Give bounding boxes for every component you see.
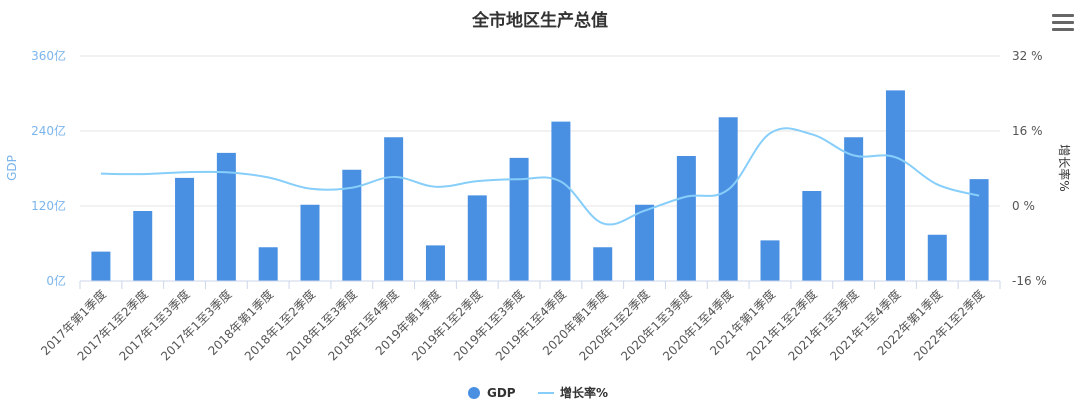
- chart-title: 全市地区生产总值: [471, 10, 608, 31]
- gdp-bar[interactable]: [467, 195, 487, 281]
- gdp-bar[interactable]: [927, 234, 947, 281]
- gdp-bar[interactable]: [425, 245, 445, 281]
- right-y-axis: -16 % 0 % 16 % 32 %: [1012, 49, 1047, 288]
- gdp-bar[interactable]: [718, 117, 738, 281]
- menu-bar: [1052, 28, 1074, 31]
- legend-item-gdp[interactable]: GDP: [468, 386, 516, 400]
- x-tick-label: 2017年1至3季度: [158, 287, 235, 364]
- hamburger-menu-icon[interactable]: [1052, 14, 1074, 34]
- menu-bar: [1052, 21, 1074, 24]
- legend-item-growth-rate[interactable]: 增长率%: [538, 385, 608, 400]
- gdp-bar[interactable]: [300, 204, 320, 281]
- legend-gdp-label: GDP: [487, 386, 516, 400]
- legend: GDP 增长率%: [468, 385, 608, 400]
- x-tick-label: 2019年1至4季度: [492, 287, 569, 364]
- left-axis-title: GDP: [5, 155, 19, 181]
- gdp-bar[interactable]: [509, 157, 529, 281]
- gdp-bar[interactable]: [635, 204, 655, 281]
- gdp-bar[interactable]: [133, 211, 153, 281]
- gdp-bar[interactable]: [760, 240, 780, 281]
- gdp-bar[interactable]: [91, 251, 111, 281]
- x-tick-label: 2020年1至4季度: [659, 287, 736, 364]
- gdp-bar[interactable]: [593, 247, 613, 281]
- x-tick-label: 2018年1至2季度: [241, 287, 318, 364]
- left-tick-label: 240亿: [31, 123, 66, 138]
- gdp-bar[interactable]: [969, 179, 989, 281]
- gdp-bar[interactable]: [551, 121, 571, 281]
- left-tick-label: 120亿: [31, 198, 66, 213]
- x-tick-label: 2019年1至2季度: [408, 287, 485, 364]
- x-tick-label: 2018年1至3季度: [283, 287, 360, 364]
- gdp-bar[interactable]: [676, 156, 696, 281]
- x-tick-label: 2020年1至2季度: [576, 287, 653, 364]
- left-y-axis: 0亿 120亿 240亿 360亿: [31, 48, 66, 288]
- x-tick-label: 2022年1至2季度: [910, 287, 987, 364]
- legend-gdp-marker: [468, 387, 480, 399]
- gdp-bar[interactable]: [216, 152, 236, 281]
- x-tick-label: 2017年1至2季度: [74, 287, 151, 364]
- left-tick-label: 360亿: [31, 48, 66, 63]
- gdp-bars: [91, 90, 989, 281]
- x-tick-label: 2021年1至4季度: [827, 287, 904, 364]
- gdp-bar[interactable]: [384, 137, 404, 281]
- gdp-bar[interactable]: [258, 247, 278, 281]
- menu-bar: [1052, 14, 1074, 17]
- x-tick-label: 2017年1至3季度: [116, 287, 193, 364]
- x-axis: 2017年第1季度2017年1至2季度2017年1至3季度2017年1至3季度2…: [37, 280, 1001, 364]
- right-tick-label: 32 %: [1012, 49, 1043, 63]
- growth-rate-path[interactable]: [100, 127, 980, 226]
- right-tick-label: 0 %: [1012, 199, 1035, 213]
- x-tick-label: 2018年1至4季度: [325, 287, 402, 364]
- x-tick-label: 2020年1至3季度: [618, 287, 695, 364]
- left-tick-label: 0亿: [46, 273, 66, 288]
- right-axis-title: 增长率%: [1057, 144, 1072, 191]
- growth-rate-line: [100, 127, 980, 226]
- gdp-bar[interactable]: [802, 191, 822, 281]
- gdp-bar[interactable]: [844, 137, 864, 281]
- x-tick-label: 2021年1至3季度: [785, 287, 862, 364]
- x-tick-label: 2019年1至3季度: [450, 287, 527, 364]
- legend-growth-rate-label: 增长率%: [560, 385, 608, 400]
- gdp-bar[interactable]: [342, 169, 362, 281]
- right-tick-label: 16 %: [1012, 124, 1043, 138]
- x-tick-label: 2021年1至2季度: [743, 287, 820, 364]
- right-tick-label: -16 %: [1012, 274, 1047, 288]
- gdp-bar[interactable]: [885, 90, 905, 281]
- gdp-bar[interactable]: [175, 177, 195, 281]
